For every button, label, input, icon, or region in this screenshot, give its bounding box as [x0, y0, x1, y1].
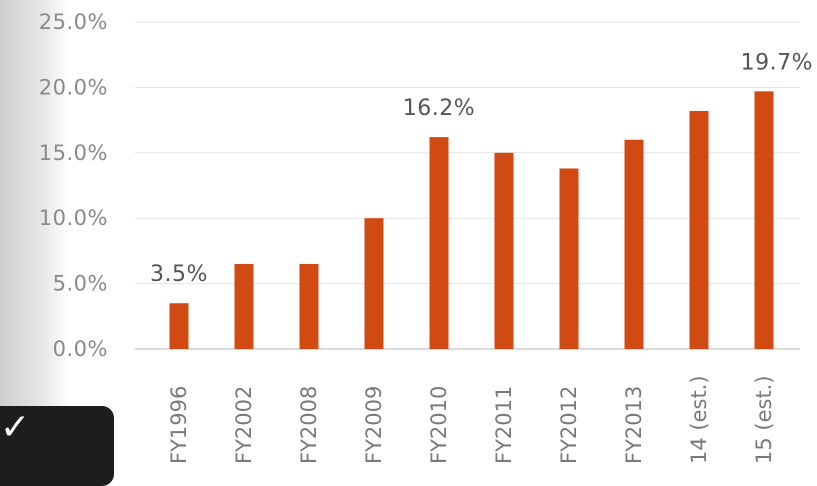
bar-fy2012	[559, 168, 579, 349]
y-tick-label: 25.0%	[39, 10, 108, 34]
x-axis-categories: FY1996 FY2002 FY2008 FY2009 FY2010 FY2011 FY20…	[167, 375, 776, 464]
bar-fy2002	[234, 263, 254, 349]
y-axis-ticks: 0.0% 5.0% 10.0% 15.0% 20.0% 25.0%	[39, 10, 108, 361]
bar-fy2010	[429, 137, 449, 349]
x-category-label: FY2002	[232, 386, 256, 464]
bar-fy2008	[299, 263, 319, 349]
bar-15-est	[754, 91, 774, 349]
bar-fy2011	[494, 152, 514, 349]
x-category-label: FY2012	[557, 386, 581, 464]
y-tick-label: 5.0%	[53, 272, 108, 296]
y-tick-label: 15.0%	[39, 141, 108, 165]
x-category-label: FY2009	[362, 386, 386, 464]
data-labels: 3.5% 16.2% 19.7%	[150, 50, 813, 287]
x-category-label: 14 (est.)	[687, 375, 711, 464]
check-icon: ✓	[0, 407, 31, 448]
left-edge-shadow	[0, 0, 70, 472]
check-badge[interactable]: ✓	[0, 406, 114, 486]
data-label: 16.2%	[403, 96, 475, 121]
x-category-label: FY1996	[167, 386, 191, 464]
x-category-label: FY2011	[492, 386, 516, 464]
y-tick-label: 0.0%	[53, 337, 108, 361]
x-category-label: FY2013	[622, 386, 646, 464]
x-category-label: 15 (est.)	[752, 375, 776, 464]
bars	[169, 91, 774, 349]
x-category-label: FY2010	[427, 386, 451, 464]
bar-fy1996	[169, 303, 189, 349]
x-category-label: FY2008	[297, 386, 321, 464]
data-label: 19.7%	[741, 50, 813, 75]
y-tick-label: 10.0%	[39, 206, 108, 230]
bar-14-est	[689, 110, 709, 349]
bar-fy2013	[624, 139, 644, 349]
data-label: 3.5%	[150, 262, 208, 287]
bar-chart: 0.0% 5.0% 10.0% 15.0% 20.0% 25.0% 3.5% 16.2% 19…	[39, 10, 813, 464]
y-tick-label: 20.0%	[39, 75, 108, 99]
bar-fy2009	[364, 218, 384, 349]
